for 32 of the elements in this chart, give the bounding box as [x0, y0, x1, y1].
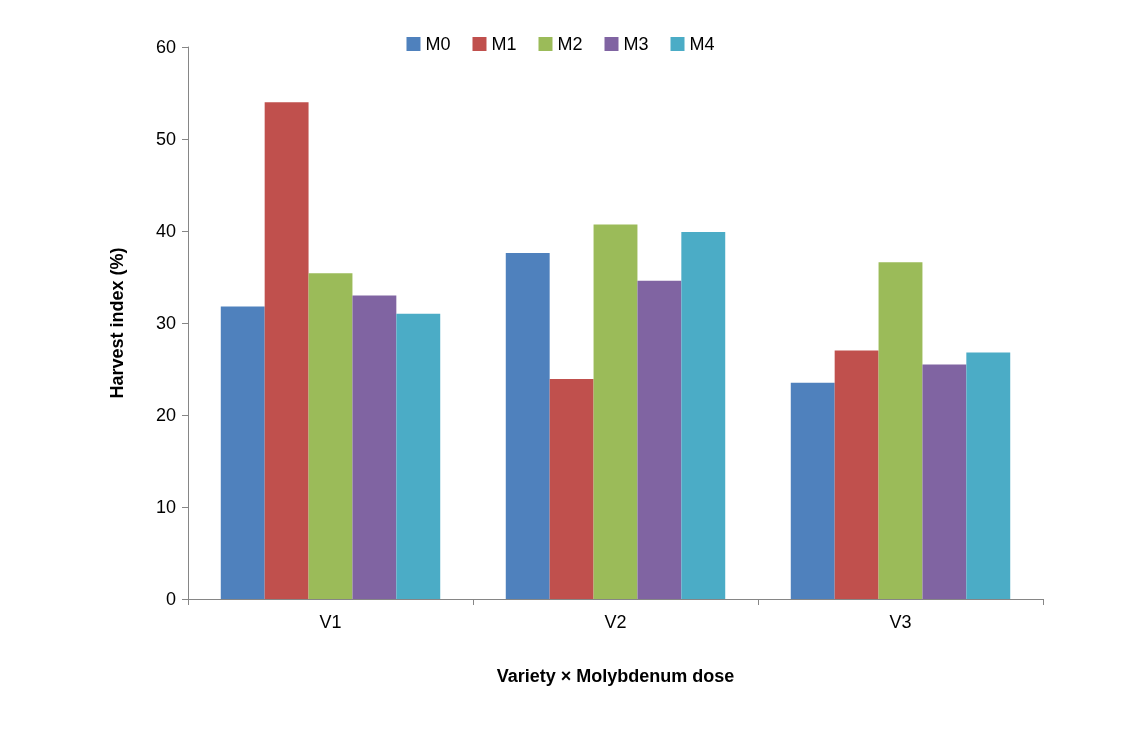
y-tick-label: 10: [155, 497, 176, 517]
bar: [790, 382, 835, 599]
legend-label: M0: [425, 34, 451, 54]
y-axis-title: Harvest index (%): [107, 247, 127, 399]
legend-label: M4: [689, 34, 715, 54]
bar: [966, 352, 1011, 599]
bar: [220, 306, 265, 599]
x-tick-label: V1: [319, 612, 342, 632]
bar: [922, 364, 967, 599]
bar: [352, 295, 397, 599]
bar: [834, 350, 879, 599]
y-tick-label: 60: [155, 37, 176, 57]
legend-label: M2: [557, 34, 583, 54]
bar: [549, 379, 594, 599]
bar: [593, 224, 638, 599]
x-tick-label: V2: [604, 612, 627, 632]
bar: [396, 313, 441, 599]
x-tick-label: V3: [889, 612, 912, 632]
y-tick-label: 50: [155, 129, 176, 149]
legend-label: M1: [491, 34, 517, 54]
bar: [264, 102, 309, 599]
bar: [681, 231, 726, 599]
bar: [878, 262, 923, 599]
legend-label: M3: [623, 34, 649, 54]
bar: [308, 273, 353, 599]
y-tick-label: 40: [155, 221, 176, 241]
bar: [505, 253, 550, 599]
y-tick-label: 20: [155, 405, 176, 425]
y-tick-label: 0: [165, 589, 176, 609]
y-tick-label: 30: [155, 313, 176, 333]
bar: [637, 280, 682, 599]
x-axis-title: Variety × Molybdenum dose: [496, 666, 735, 686]
